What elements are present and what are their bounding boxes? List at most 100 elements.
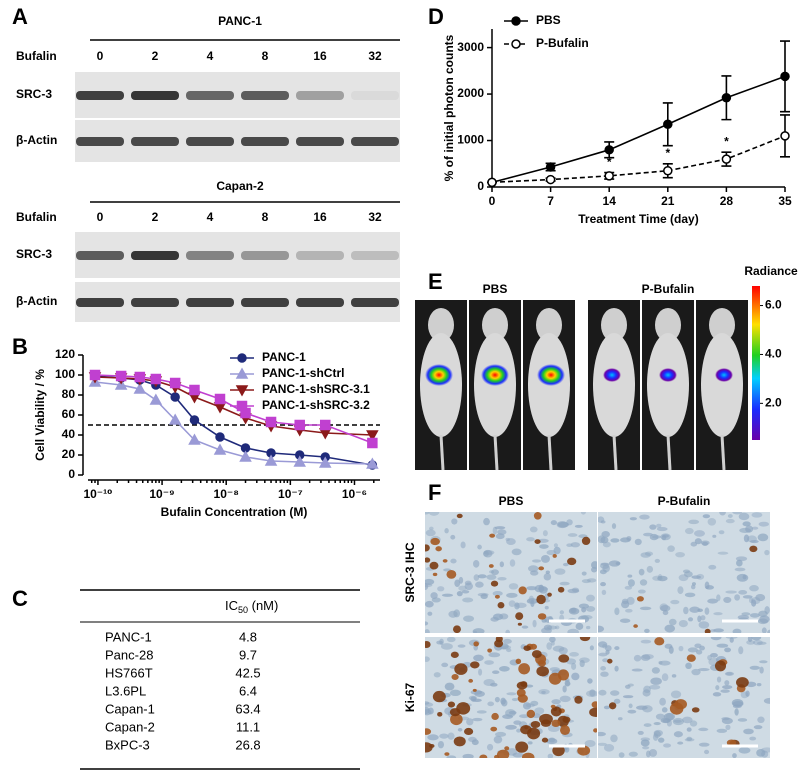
cell: [589, 689, 596, 697]
cell: [756, 683, 762, 687]
cell: [456, 591, 463, 597]
stained-nucleus: [633, 624, 638, 628]
band: [186, 137, 234, 146]
cell: [427, 707, 434, 715]
cell-name: BxPC-3: [105, 737, 150, 752]
cell: [670, 599, 680, 605]
cell: [738, 590, 748, 595]
cell: [640, 552, 651, 558]
x-tick-label: 0: [489, 194, 496, 208]
cell: [494, 696, 500, 703]
cell: [635, 705, 648, 710]
cell: [483, 550, 489, 557]
cell: [756, 748, 766, 757]
cell: [444, 682, 455, 691]
cell: [619, 618, 631, 623]
ihc-image: [425, 637, 597, 758]
cell: [570, 542, 581, 548]
marker: [213, 443, 227, 455]
marker: [188, 433, 201, 445]
stained-nucleus: [494, 594, 500, 599]
cell: [724, 671, 735, 676]
cell: [657, 737, 665, 743]
marker: [214, 393, 226, 405]
cell: [677, 586, 684, 595]
cell: [618, 752, 625, 758]
cell: [624, 585, 633, 590]
stained-nucleus: [518, 586, 527, 595]
cell: [602, 658, 609, 663]
stained-nucleus: [447, 701, 456, 708]
cell: [678, 619, 688, 628]
stained-nucleus: [736, 677, 749, 688]
cell: [447, 732, 455, 740]
band: [351, 298, 399, 307]
stained-nucleus: [749, 545, 758, 553]
cell: [685, 662, 692, 670]
stained-nucleus: [472, 688, 477, 692]
cell: [742, 595, 753, 599]
cell: [689, 606, 701, 613]
cell: [437, 740, 445, 749]
cell: [554, 568, 566, 575]
group-label: PBS: [483, 282, 508, 296]
cell: [598, 625, 605, 633]
cell: [649, 749, 658, 757]
mouse-body: [647, 333, 689, 437]
cell: [627, 579, 635, 587]
x-tick-label: 28: [720, 194, 734, 208]
cell: [521, 625, 529, 629]
cell: [490, 682, 498, 687]
cell: [758, 521, 770, 527]
marker: [169, 377, 181, 389]
stained-nucleus: [536, 666, 549, 677]
signal: [537, 364, 565, 386]
cell: [718, 530, 725, 535]
cell: [615, 562, 621, 566]
cell: [683, 606, 689, 615]
cell-value: 63.4: [235, 701, 260, 716]
signal: [425, 364, 453, 386]
cell: [525, 684, 534, 688]
stained-nucleus: [464, 727, 474, 735]
cell-name: Panc-28: [105, 647, 153, 662]
stained-nucleus: [531, 650, 542, 659]
cell: [500, 697, 506, 705]
cell: [477, 574, 487, 579]
stained-nucleus: [523, 645, 531, 651]
cell: [494, 731, 507, 737]
cell: [547, 753, 554, 758]
panel-label: B: [12, 334, 28, 359]
cell: [710, 637, 722, 641]
cell: [684, 527, 694, 535]
band: [131, 91, 179, 100]
stained-nucleus: [548, 672, 562, 685]
cell: [658, 660, 671, 666]
legend-label: P-Bufalin: [536, 36, 589, 50]
stained-nucleus: [450, 713, 463, 726]
stained-nucleus: [425, 728, 432, 735]
cell: [611, 523, 617, 529]
stained-nucleus: [550, 704, 556, 709]
stained-nucleus: [425, 557, 431, 563]
stained-nucleus: [517, 694, 528, 703]
cell: [462, 597, 474, 603]
cell: [629, 517, 637, 521]
cell: [551, 699, 561, 705]
marker: [721, 154, 732, 164]
cell: [473, 560, 480, 568]
mouse-body: [701, 333, 743, 437]
cell: [741, 612, 751, 616]
dose-label: Bufalin: [16, 49, 57, 63]
cell: [450, 558, 457, 564]
cell: [712, 534, 717, 538]
cell: [506, 592, 518, 598]
x-tick-label: 21: [661, 194, 675, 208]
cell: [642, 746, 650, 750]
signal: [603, 368, 621, 382]
cell: [446, 637, 456, 643]
cell: [759, 666, 764, 674]
x-tick-label: 10⁻⁶: [342, 487, 367, 501]
cell: [429, 526, 434, 531]
marker: [780, 71, 790, 82]
